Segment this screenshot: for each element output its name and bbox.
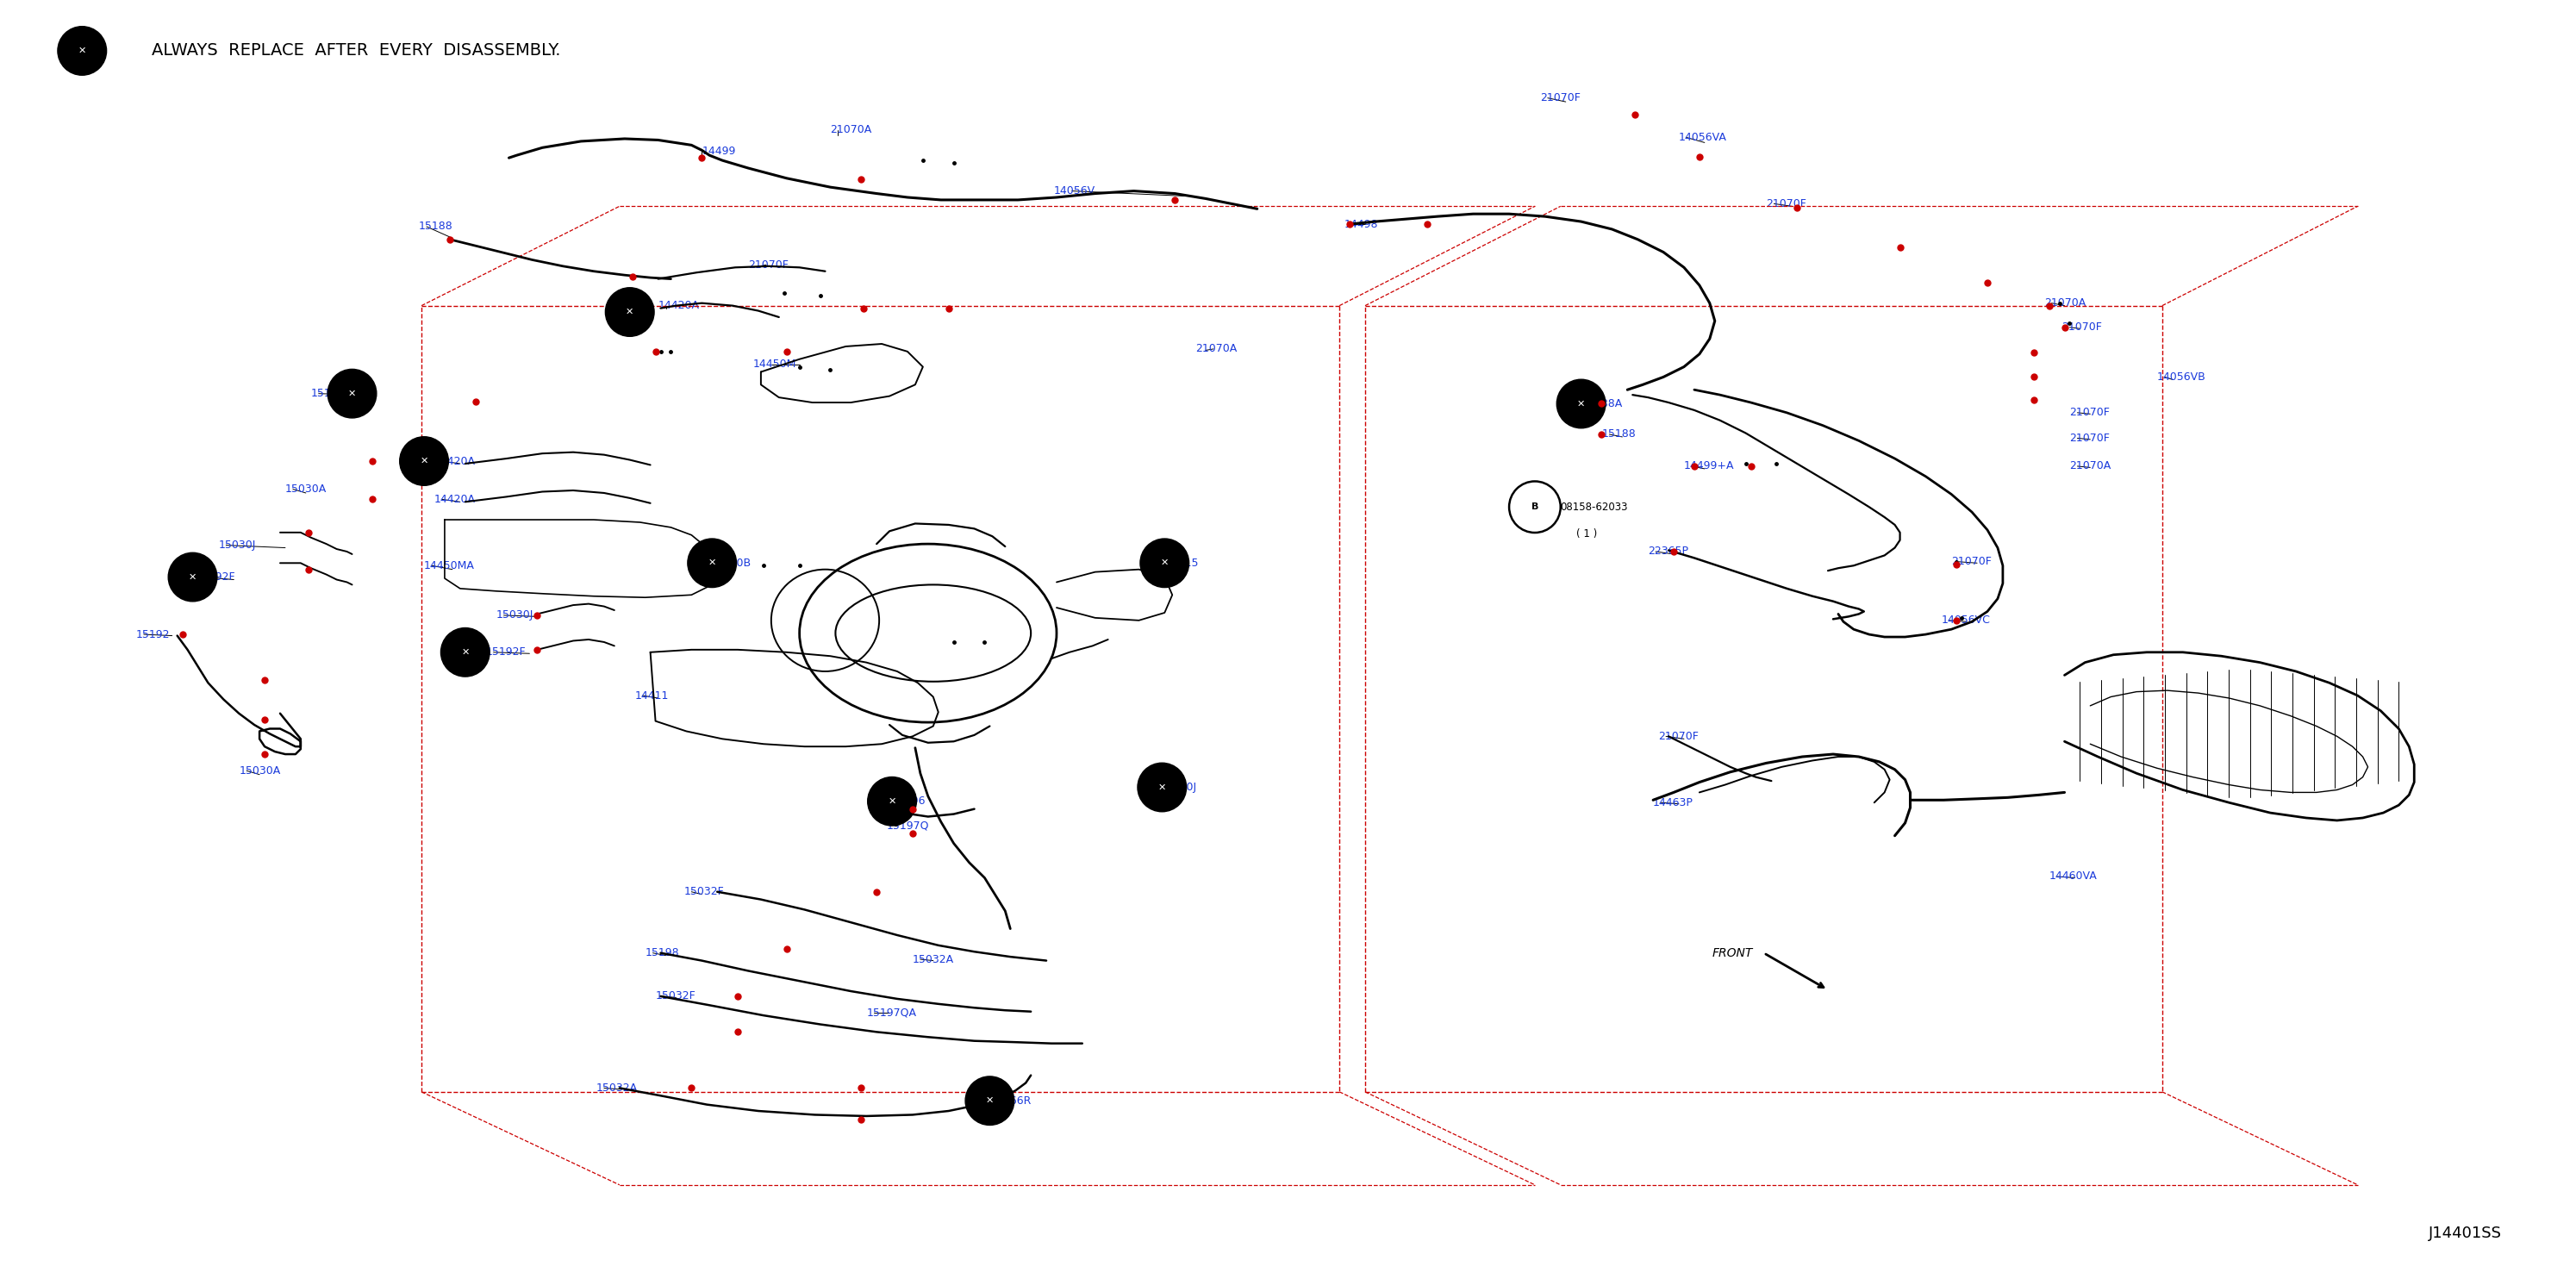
Ellipse shape — [605, 288, 654, 336]
Text: 14415: 14415 — [1164, 558, 1198, 569]
Text: ✕: ✕ — [188, 573, 196, 582]
Text: 22365P: 22365P — [1649, 546, 1687, 558]
Ellipse shape — [399, 436, 448, 486]
Text: 15032F: 15032F — [683, 886, 724, 898]
Text: ALWAYS  REPLACE  AFTER  EVERY  DISASSEMBLY.: ALWAYS REPLACE AFTER EVERY DISASSEMBLY. — [152, 42, 562, 59]
Text: 15197QA: 15197QA — [866, 1008, 917, 1018]
Ellipse shape — [868, 776, 917, 826]
Text: ( 1 ): ( 1 ) — [1577, 528, 1597, 540]
Text: 14499: 14499 — [701, 146, 737, 157]
Text: 15188A: 15188A — [312, 388, 353, 399]
Text: 15188A: 15188A — [1582, 398, 1623, 409]
Text: 14450MA: 14450MA — [425, 560, 474, 572]
Text: 14056VB: 14056VB — [2156, 371, 2205, 382]
Ellipse shape — [327, 370, 376, 418]
Text: 15197Q: 15197Q — [886, 820, 930, 831]
Text: 15192F: 15192F — [196, 572, 234, 583]
Ellipse shape — [688, 538, 737, 587]
Text: ✕: ✕ — [626, 308, 634, 316]
Text: ✕: ✕ — [77, 46, 85, 55]
Ellipse shape — [1139, 764, 1188, 812]
Text: 14420A: 14420A — [435, 494, 477, 505]
Text: ✕: ✕ — [987, 1096, 994, 1105]
Text: 15192: 15192 — [137, 629, 170, 640]
Ellipse shape — [167, 553, 216, 601]
Text: 14498: 14498 — [1345, 219, 1378, 230]
Text: 15198: 15198 — [644, 948, 680, 958]
Text: 14056VA: 14056VA — [1680, 132, 1726, 143]
Text: J14401SS: J14401SS — [2429, 1225, 2501, 1241]
Text: 08158-62033: 08158-62033 — [1561, 501, 1628, 513]
Text: 14420A: 14420A — [435, 455, 477, 467]
Text: 15030J: 15030J — [497, 610, 533, 620]
Text: 15030J: 15030J — [219, 540, 255, 551]
Text: 21070A: 21070A — [829, 124, 871, 136]
Text: 15032A: 15032A — [595, 1082, 639, 1094]
Text: ✕: ✕ — [1159, 783, 1167, 792]
Text: ✕: ✕ — [708, 559, 716, 568]
Text: 21070A: 21070A — [2043, 298, 2087, 308]
Text: 14460VA: 14460VA — [2048, 871, 2097, 883]
Text: 21070F: 21070F — [2069, 407, 2110, 418]
Text: ✕: ✕ — [1577, 399, 1584, 408]
Text: 21070F: 21070F — [1953, 556, 1991, 568]
Ellipse shape — [966, 1077, 1015, 1126]
Text: ✕: ✕ — [420, 457, 428, 466]
Text: 21070F: 21070F — [1540, 92, 1582, 104]
Text: B: B — [1530, 503, 1538, 512]
Text: 15196: 15196 — [891, 796, 927, 807]
Text: 21070A: 21070A — [2069, 460, 2112, 472]
Text: 15066R: 15066R — [989, 1095, 1030, 1106]
Text: 14410B: 14410B — [708, 558, 752, 569]
Text: 21070F: 21070F — [1659, 730, 1698, 742]
Text: 21070F: 21070F — [1767, 198, 1806, 210]
Text: 14056VC: 14056VC — [1942, 615, 1991, 625]
Text: 15032A: 15032A — [912, 954, 953, 964]
Text: 14411: 14411 — [634, 689, 670, 701]
Text: 14450M: 14450M — [752, 358, 796, 370]
Ellipse shape — [1556, 380, 1605, 428]
Text: 14410J: 14410J — [1159, 781, 1198, 793]
Text: 21070F: 21070F — [2061, 322, 2102, 333]
Text: ✕: ✕ — [461, 648, 469, 656]
Text: 15030A: 15030A — [240, 765, 281, 776]
Text: ✕: ✕ — [1162, 559, 1170, 568]
Text: 15188: 15188 — [420, 221, 453, 233]
Text: 14420A: 14420A — [657, 301, 701, 311]
Text: 14463P: 14463P — [1654, 797, 1692, 808]
Text: 15032F: 15032F — [654, 991, 696, 1001]
Text: 21070F: 21070F — [747, 260, 788, 270]
Text: ✕: ✕ — [348, 389, 355, 398]
Ellipse shape — [440, 628, 489, 677]
Text: 14056V: 14056V — [1054, 185, 1095, 197]
Text: 21070F: 21070F — [2069, 432, 2110, 444]
Text: ✕: ✕ — [889, 797, 896, 806]
Text: 15188: 15188 — [1602, 428, 1636, 440]
Text: 21070A: 21070A — [1195, 343, 1236, 354]
Text: 15192F: 15192F — [487, 647, 526, 657]
Text: 14499+A: 14499+A — [1685, 460, 1734, 472]
Text: 15030A: 15030A — [286, 483, 327, 495]
Ellipse shape — [57, 27, 106, 75]
Text: FRONT: FRONT — [1713, 946, 1754, 959]
Ellipse shape — [1141, 538, 1190, 587]
